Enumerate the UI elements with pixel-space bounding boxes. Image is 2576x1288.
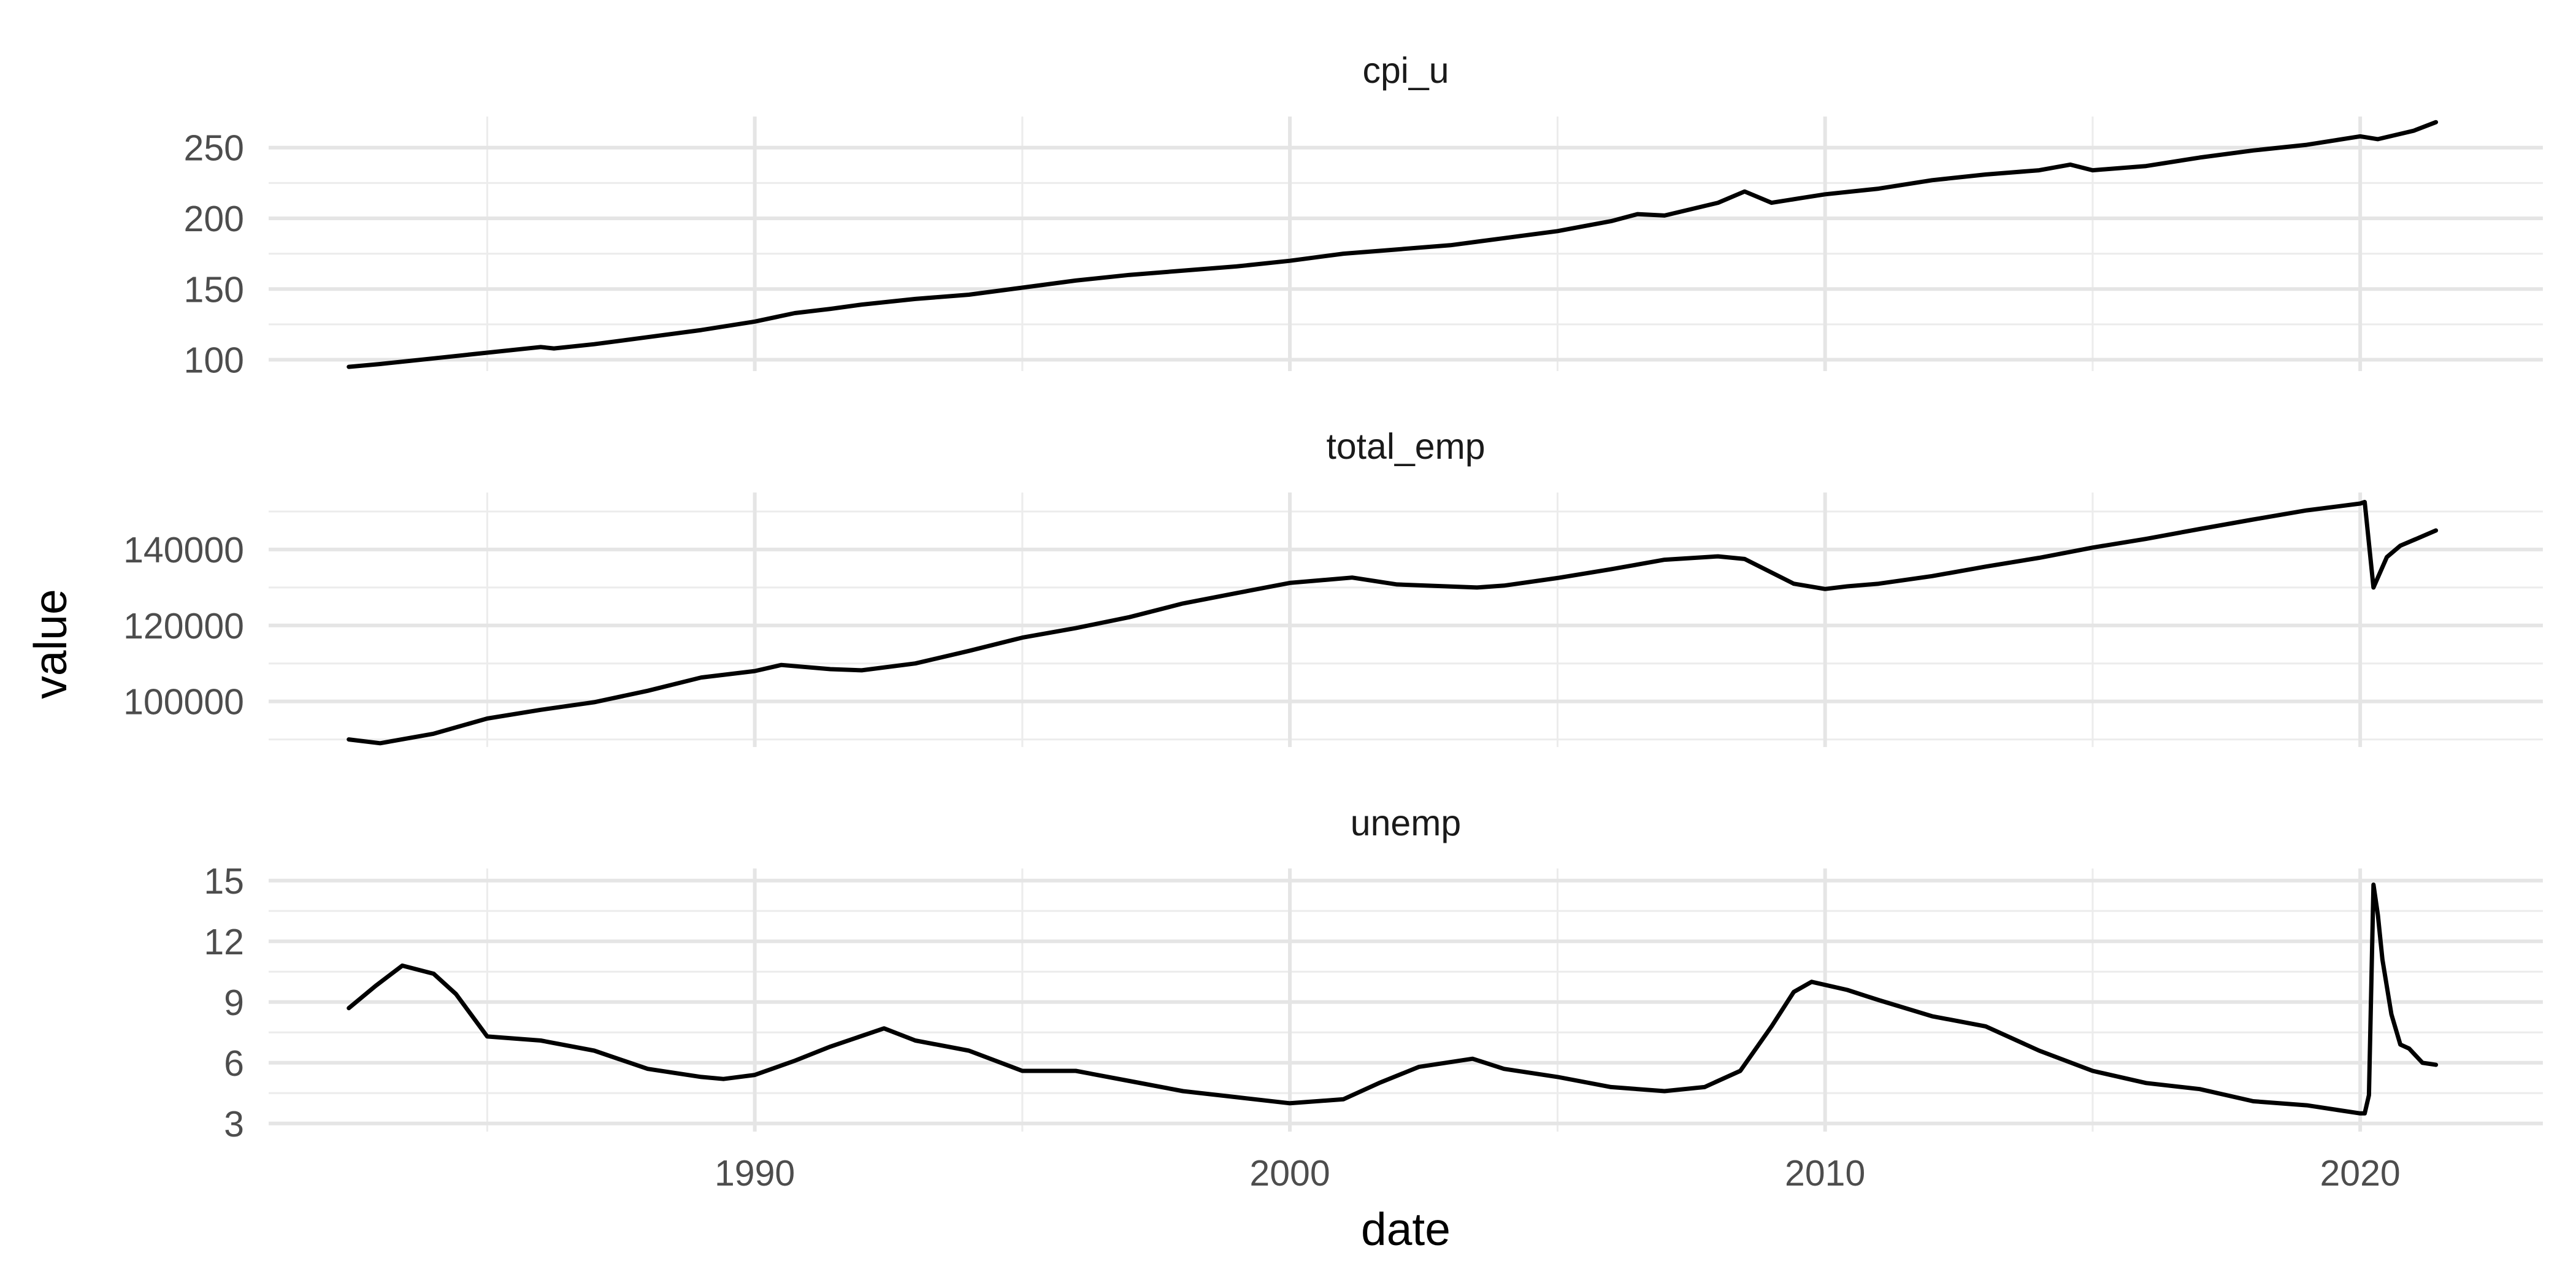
series-line xyxy=(347,500,2439,746)
y-tick-label: 3 xyxy=(224,1104,244,1144)
y-tick-label: 9 xyxy=(224,983,244,1023)
series-line xyxy=(347,882,2439,1116)
panel-title: total_emp xyxy=(1326,426,1485,467)
y-tick-label: 15 xyxy=(204,861,244,902)
x-tick-label: 2000 xyxy=(1249,1153,1330,1194)
panel-cpi_u: cpi_u 100 150 200 250 xyxy=(184,50,2543,381)
x-axis-title: date xyxy=(1361,1203,1451,1255)
panel-unemp: unemp 3 6 9 12 15 xyxy=(204,803,2543,1144)
y-tick-label: 100 xyxy=(184,340,244,381)
y-axis-title: value xyxy=(25,589,76,699)
x-tick-label: 1990 xyxy=(715,1153,795,1194)
y-tick-label: 100000 xyxy=(123,682,244,723)
panel-title: unemp xyxy=(1351,803,1461,843)
panel-total_emp: total_emp 100000 120000 140000 xyxy=(123,426,2543,747)
y-tick-label: 150 xyxy=(184,269,244,310)
chart-panels: cpi_u 100 150 200 250 total_emp 100000 120000 14… xyxy=(123,50,2543,1194)
x-tick-label: 2020 xyxy=(2320,1153,2400,1194)
y-tick-label: 120000 xyxy=(123,606,244,646)
x-tick-label: 2010 xyxy=(1785,1153,1865,1194)
y-tick-label: 140000 xyxy=(123,530,244,570)
y-tick-label: 6 xyxy=(224,1043,244,1084)
panel-title: cpi_u xyxy=(1362,50,1449,91)
y-tick-label: 12 xyxy=(204,922,244,962)
y-tick-label: 200 xyxy=(184,199,244,239)
y-tick-label: 250 xyxy=(184,128,244,169)
series-line xyxy=(347,120,2439,369)
